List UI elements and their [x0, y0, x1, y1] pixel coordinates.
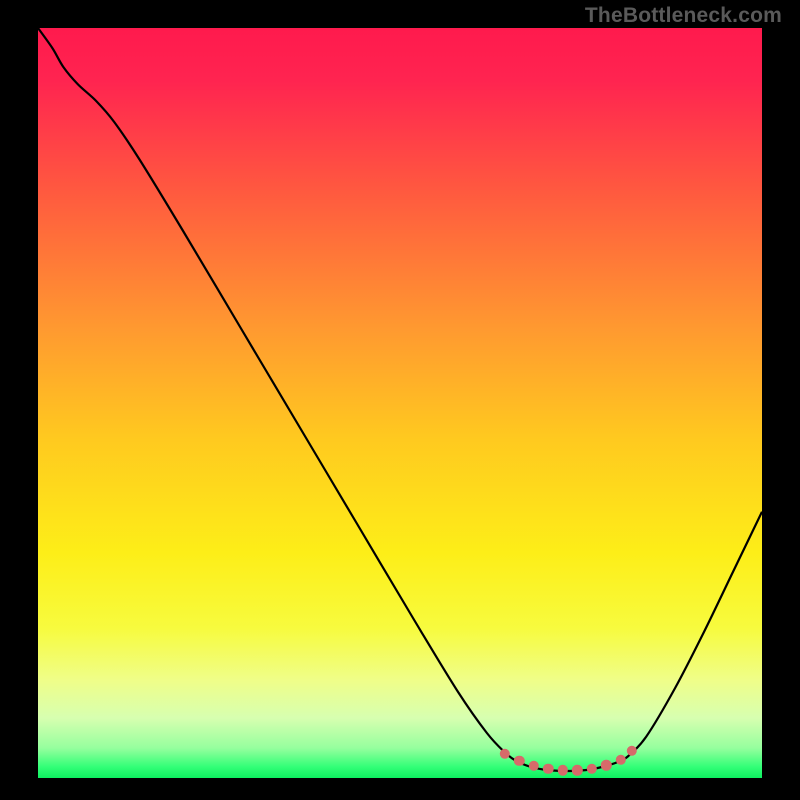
plot-area: [38, 28, 762, 778]
marker-dot: [529, 761, 539, 771]
marker-layer: [38, 28, 762, 778]
chart-container: TheBottleneck.com: [0, 0, 800, 800]
marker-dot: [616, 755, 626, 765]
marker-dot: [572, 765, 582, 775]
marker-dot: [543, 764, 553, 774]
marker-dot: [558, 765, 568, 775]
watermark-text: TheBottleneck.com: [585, 4, 782, 28]
marker-dot: [514, 756, 524, 766]
marker-dot: [601, 760, 611, 770]
marker-dot: [500, 749, 510, 759]
marker-dot: [626, 746, 636, 756]
marker-dot: [587, 763, 597, 773]
